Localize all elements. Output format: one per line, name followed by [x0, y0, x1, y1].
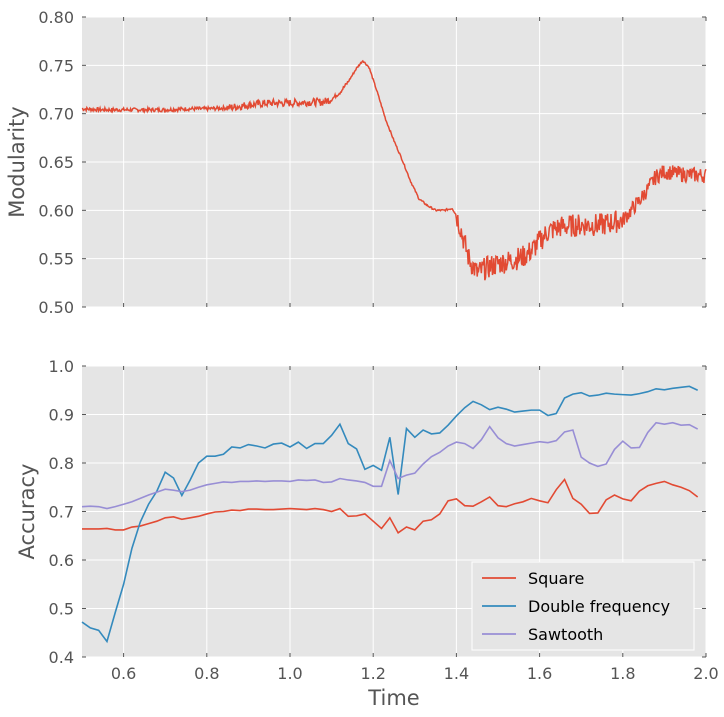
- modularity-line: [81, 59, 707, 281]
- accuracy-panel: 0.4 0.5 0.6 0.7 0.8 0.9 1.0 0.6 0.8 1.0 1.2 1.4 1.6…: [15, 357, 719, 710]
- series-line-square: [82, 477, 699, 535]
- legend-label: Square: [528, 569, 584, 588]
- x-tick-label: 1.8: [610, 664, 635, 683]
- y-tick-label: 1.0: [49, 357, 74, 376]
- x-tick-label: 1.0: [277, 664, 302, 683]
- y-tick-label: 0.75: [38, 56, 74, 75]
- y-tick-label: 0.9: [49, 406, 74, 425]
- y-tick-label: 0.6: [49, 551, 74, 570]
- x-tick-label: 1.6: [527, 664, 552, 683]
- y-tick-label: 0.80: [38, 8, 74, 27]
- accuracy-y-tick-labels: 0.4 0.5 0.6 0.7 0.8 0.9 1.0: [49, 357, 74, 667]
- y-tick-label: 0.70: [38, 105, 74, 124]
- legend-label: Sawtooth: [528, 625, 603, 644]
- modularity-y-tick-labels: 0.50 0.55 0.60 0.65 0.70 0.75 0.80: [38, 8, 74, 317]
- legend-label: Double frequency: [528, 597, 670, 616]
- y-tick-label: 0.50: [38, 298, 74, 317]
- y-tick-label: 0.65: [38, 153, 74, 172]
- modularity-series: [81, 59, 707, 281]
- accuracy-x-tick-labels: 0.6 0.8 1.0 1.2 1.4 1.6 1.8 2.0: [111, 664, 719, 683]
- x-tick-label: 1.2: [360, 664, 385, 683]
- y-tick-label: 0.7: [49, 503, 74, 522]
- y-tick-label: 0.8: [49, 454, 74, 473]
- x-tick-label: 1.4: [444, 664, 469, 683]
- accuracy-series: [81, 385, 699, 644]
- y-tick-label: 0.60: [38, 201, 74, 220]
- y-tick-label: 0.55: [38, 250, 74, 269]
- accuracy-y-axis-label: Accuracy: [15, 464, 39, 560]
- series-line-sawtooth: [81, 421, 699, 510]
- y-tick-label: 0.5: [49, 600, 74, 619]
- time-x-axis-label: Time: [367, 686, 419, 710]
- x-tick-label: 2.0: [693, 664, 718, 683]
- legend: Square Double frequency Sawtooth: [471, 561, 695, 651]
- y-tick-label: 0.4: [49, 648, 74, 667]
- modularity-panel: 0.50 0.55 0.60 0.65 0.70 0.75 0.80 Modularity: [5, 8, 707, 317]
- modularity-y-axis-label: Modularity: [5, 106, 29, 217]
- x-tick-label: 0.6: [111, 664, 136, 683]
- x-tick-label: 0.8: [194, 664, 219, 683]
- accuracy-tick-marks: [82, 365, 707, 658]
- modularity-tick-marks: [82, 16, 707, 308]
